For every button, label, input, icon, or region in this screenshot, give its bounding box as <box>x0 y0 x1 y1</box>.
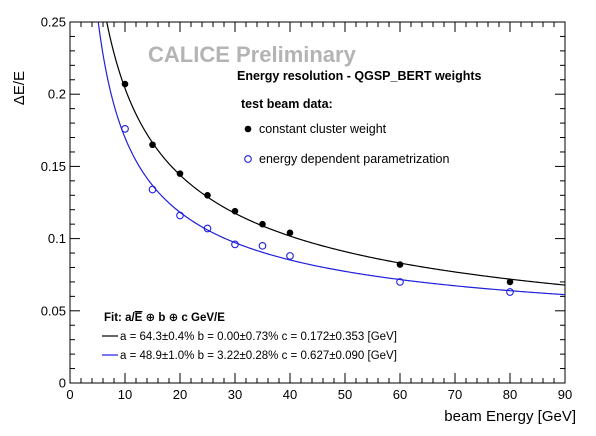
y-tick-label: 0 <box>59 376 66 391</box>
legend-subtitle: test beam data: <box>241 97 333 111</box>
x-tick-label: 50 <box>338 387 352 402</box>
x-tick-label: 80 <box>503 387 517 402</box>
data-point-constant <box>176 170 184 177</box>
legend-marker-energy-dependent <box>244 155 252 163</box>
data-point-energy-dependent <box>258 241 267 250</box>
data-point-energy-dependent <box>203 224 212 233</box>
x-tick-label: 40 <box>283 387 297 402</box>
data-point-energy-dependent <box>396 278 404 286</box>
data-point-constant <box>231 207 239 215</box>
x-tick-label: 0 <box>66 387 73 402</box>
data-point-constant <box>149 141 156 149</box>
y-tick-label: 0.2 <box>48 87 66 102</box>
x-tick-label: 70 <box>448 387 462 402</box>
y-axis-title: ΔE/E <box>11 71 28 105</box>
legend-label-energy-dependent: energy dependent parametrization <box>259 152 449 166</box>
x-tick-label: 10 <box>118 387 132 402</box>
data-point-energy-dependent <box>176 211 184 220</box>
plot-layer: 0 10 20 30 40 50 60 70 80 90 0 0.05 0.1 0.15 0.2 0.25 <box>41 15 573 403</box>
data-point-energy-dependent <box>148 185 157 194</box>
fit-curve-constant <box>106 22 565 286</box>
fit-heading-suffix: ⊕ b ⊕ c GeV/E <box>142 312 225 324</box>
y-tick-label: 0.1 <box>48 231 66 246</box>
fit-curve-energy-dependent <box>97 22 565 296</box>
data-point-constant <box>259 220 266 228</box>
legend-label-constant: constant cluster weight <box>259 122 387 136</box>
data-point-energy-dependent <box>286 252 294 260</box>
x-tick-label: 20 <box>173 387 187 402</box>
fit-result-energy-dependent: a = 48.9±1.0% b = 3.22±0.28% c = 0.627±0… <box>120 350 397 362</box>
fit-heading-prefix: Fit: a/ <box>104 312 135 324</box>
x-tick-label: 60 <box>393 387 407 402</box>
data-point-constant <box>204 191 211 199</box>
x-axis-title: beam Energy [GeV] <box>444 408 576 425</box>
x-tick-label: 30 <box>228 387 242 402</box>
legend-title: Energy resolution - QGSP_BERT weights <box>237 69 482 83</box>
data-point-energy-dependent <box>231 240 239 249</box>
fit-box: Fit: a/E ⊕ b ⊕ c GeV/E a = 64.3±0.4% b =… <box>102 312 397 362</box>
y-tick-label: 0.15 <box>41 159 66 174</box>
data-point-constant <box>396 261 404 268</box>
fit-result-constant: a = 64.3±0.4% b = 0.00±0.73% c = 0.172±0… <box>120 331 397 343</box>
data-point-energy-dependent <box>121 125 129 133</box>
x-tick-label: 90 <box>558 387 572 402</box>
legend-marker-constant <box>244 125 252 133</box>
data-point-constant <box>506 278 514 286</box>
legend: Energy resolution - QGSP_BERT weights te… <box>237 69 482 166</box>
fit-heading-sqrt: E <box>135 312 143 324</box>
y-tick-label: 0.25 <box>41 15 66 30</box>
data-point-energy-dependent <box>506 288 514 296</box>
fit-heading: Fit: a/E ⊕ b ⊕ c GeV/E <box>104 312 225 324</box>
data-point-constant <box>286 229 294 237</box>
plot-frame <box>69 21 566 384</box>
watermark: CALICE Preliminary <box>148 42 357 67</box>
data-point-constant <box>121 80 129 88</box>
y-tick-label: 0.05 <box>41 303 66 318</box>
